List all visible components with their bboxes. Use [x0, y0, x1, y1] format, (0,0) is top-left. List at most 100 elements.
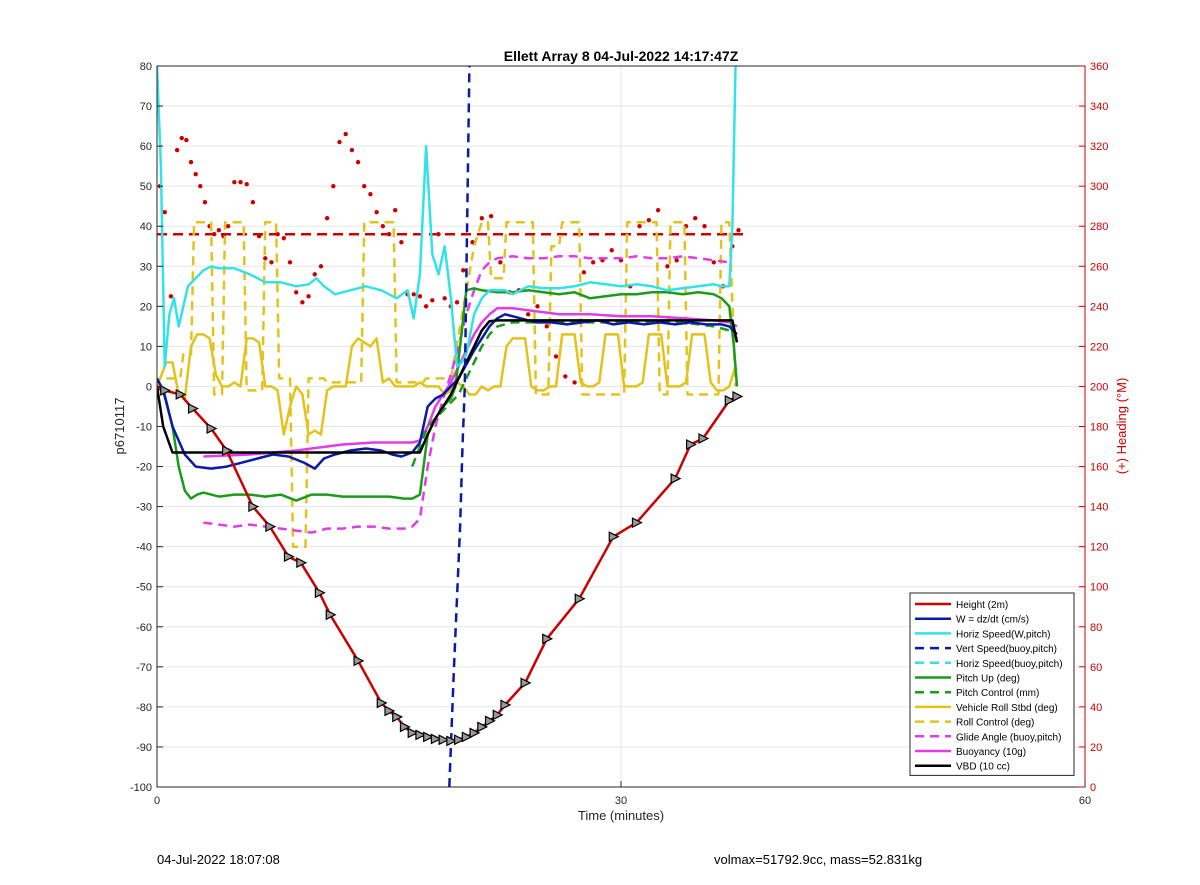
heading-point	[174, 147, 180, 153]
plot-traces	[157, 66, 745, 787]
heading-point	[269, 260, 274, 265]
series-line-3	[448, 66, 471, 787]
heading-point	[646, 218, 652, 223]
heading-point	[535, 304, 540, 309]
heading-point	[461, 268, 466, 273]
y-tick-label: 60	[140, 141, 152, 153]
heading-point	[238, 179, 243, 185]
height-marker	[376, 697, 388, 709]
heading-point	[637, 224, 642, 229]
y-tick-label: -70	[136, 662, 152, 674]
chart-title: Ellett Array 8 04-Jul-2022 14:17:47Z	[504, 48, 739, 64]
heading-point	[162, 210, 167, 215]
height-marker	[392, 711, 404, 723]
heading-point	[674, 258, 679, 263]
heading-point	[281, 236, 287, 241]
x-tick-label: 0	[154, 795, 160, 807]
legend-label: Horiz Speed(W,pitch)	[956, 629, 1050, 640]
height-marker	[454, 734, 465, 746]
heading-point	[184, 137, 189, 143]
height-marker	[446, 735, 458, 747]
heading-point	[553, 354, 559, 359]
legend-label: Horiz Speed(buoy,pitch)	[956, 659, 1063, 670]
heading-point	[430, 298, 435, 303]
heading-point	[202, 199, 208, 205]
height-marker	[542, 633, 554, 645]
y2-tick-label: 260	[1090, 261, 1108, 273]
height-marker	[415, 729, 427, 741]
y2-tick-label: 360	[1090, 61, 1108, 73]
heading-point	[702, 224, 707, 229]
heading-point	[312, 272, 317, 277]
legend-label: Pitch Control (mm)	[956, 688, 1039, 699]
height-marker	[160, 384, 172, 396]
y2-tick-label: 80	[1090, 622, 1102, 634]
heading-point	[442, 296, 447, 301]
height-marker	[399, 721, 411, 733]
heading-point	[188, 159, 194, 165]
heading-point	[368, 191, 373, 197]
height-marker	[461, 731, 473, 743]
heading-point	[411, 292, 416, 297]
y2-tick-label: 100	[1090, 582, 1108, 594]
height-marker	[724, 394, 736, 406]
height-marker	[206, 423, 218, 434]
height-marker	[248, 501, 260, 513]
height-marker	[296, 557, 308, 569]
heading-point	[665, 264, 670, 269]
height-marker	[698, 433, 710, 444]
y2-tick-label: 20	[1090, 742, 1102, 754]
heading-point	[216, 228, 222, 233]
height-marker	[353, 655, 365, 667]
height-marker	[384, 705, 396, 717]
heading-point	[179, 135, 184, 141]
y-tick-label: 20	[140, 301, 152, 313]
y-tick-label: -10	[136, 422, 152, 434]
legend-label: Height (2m)	[956, 600, 1008, 611]
y2-tick-label: 120	[1090, 542, 1108, 554]
height-marker	[283, 551, 295, 563]
y-tick-label: 10	[140, 341, 152, 353]
y2-tick-label: 320	[1090, 141, 1108, 153]
height-marker	[608, 531, 620, 543]
y2-tick-label: 40	[1090, 702, 1102, 714]
height-marker	[520, 677, 532, 689]
heading-point	[250, 199, 256, 205]
legend-label: Vehicle Roll Stbd (deg)	[956, 703, 1058, 714]
series-line-8	[166, 220, 737, 548]
height-marker	[469, 727, 481, 739]
heading-point	[655, 208, 661, 213]
y-tick-label: 80	[140, 61, 152, 73]
height-marker	[438, 734, 450, 746]
heading-point	[349, 147, 355, 153]
heading-point	[392, 208, 398, 213]
series-line-1	[157, 313, 738, 470]
legend-label: Roll Control (deg)	[956, 718, 1034, 729]
heading-point	[736, 228, 741, 233]
heading-point	[300, 300, 305, 305]
height-marker	[492, 709, 504, 721]
series-line-11	[157, 319, 739, 454]
height-marker	[500, 699, 512, 711]
y2-tick-label: 220	[1090, 341, 1108, 353]
heading-point	[479, 216, 484, 221]
heading-point	[232, 179, 237, 185]
y2-tick-label: 180	[1090, 422, 1108, 434]
height-marker	[477, 721, 489, 733]
y-tick-label: 0	[146, 381, 152, 393]
heading-point	[399, 240, 404, 245]
y2-tick-label: 60	[1090, 662, 1102, 674]
height-marker	[631, 517, 643, 529]
y-tick-label: -100	[130, 782, 152, 794]
y-tick-label: 30	[140, 261, 152, 273]
y2-tick-label: 340	[1090, 101, 1108, 113]
x-tick-label: 60	[1079, 795, 1091, 807]
x-axis-label: Time (minutes)	[578, 808, 664, 823]
heading-point	[343, 131, 348, 137]
series-line-7	[157, 333, 737, 436]
height-marker	[423, 731, 435, 743]
heading-point	[193, 171, 198, 177]
axes: -100-90-80-70-60-50-40-30-20-10010203040…	[130, 61, 1108, 807]
y2-tick-label: 0	[1090, 782, 1096, 794]
